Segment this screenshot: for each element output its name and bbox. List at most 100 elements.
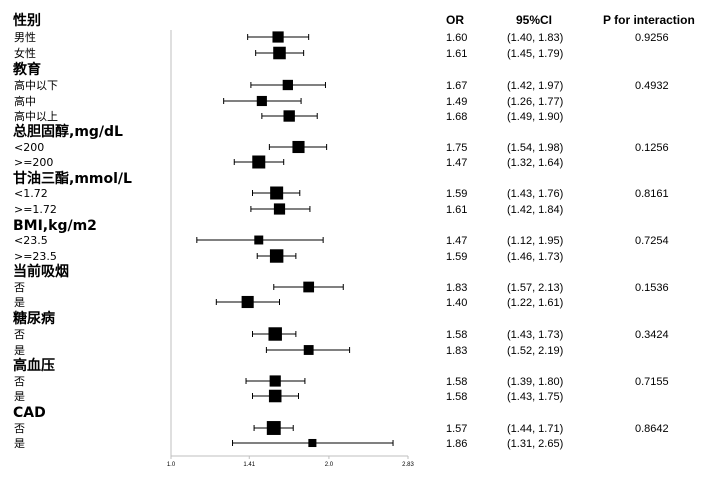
or-point-square (268, 389, 282, 403)
group-label: 总胆固醇,mg/dL (13, 123, 123, 140)
ci-value: (1.42, 1.84) (507, 204, 563, 216)
row-label: 高中以下 (14, 78, 58, 92)
or-point-square (272, 31, 284, 43)
row-label: 男性 (14, 30, 36, 44)
row-label: >=1.72 (14, 203, 57, 216)
p-interaction-value: 0.4932 (635, 80, 669, 92)
or-value: 1.67 (446, 80, 467, 92)
ci-value: (1.43, 1.76) (507, 188, 563, 200)
or-value: 1.57 (446, 423, 467, 435)
group-label: 高血压 (13, 357, 55, 374)
row-label: 是 (14, 296, 25, 309)
or-value: 1.83 (446, 282, 467, 294)
ci-value: (1.44, 1.71) (507, 423, 563, 435)
or-value: 1.47 (446, 235, 467, 247)
p-interaction-column-header: P for interaction (603, 13, 695, 27)
row-label: >=23.5 (14, 250, 57, 263)
x-tick-label: 2.83 (402, 462, 414, 468)
ci-value: (1.54, 1.98) (507, 142, 563, 154)
row-label: <1.72 (14, 187, 48, 200)
or-value: 1.58 (446, 391, 467, 403)
x-tick-label: 2.0 (325, 462, 334, 468)
ci-column-header: 95%CI (516, 13, 553, 27)
p-interaction-value: 0.1256 (635, 142, 669, 154)
or-point-square (268, 327, 282, 341)
or-point-square (266, 421, 281, 435)
or-point-square (303, 345, 314, 355)
ci-value: (1.43, 1.75) (507, 391, 563, 403)
row-label: <23.5 (14, 234, 48, 247)
or-value: 1.58 (446, 329, 467, 341)
x-tick-label: 1.0 (167, 462, 176, 468)
ci-value: (1.46, 1.73) (507, 251, 563, 263)
group-label: BMI,kg/m2 (13, 218, 97, 234)
group-label: 性别 (13, 12, 41, 29)
or-value: 1.86 (446, 438, 467, 450)
or-value: 1.49 (446, 96, 467, 108)
or-point-square (241, 295, 254, 309)
group-label: 甘油三酯,mmol/L (13, 170, 132, 187)
or-column-header: OR (446, 13, 464, 27)
row-label: 否 (14, 375, 25, 388)
ci-value: (1.31, 2.65) (507, 438, 563, 450)
or-value: 1.61 (446, 48, 467, 60)
row-label: 是 (14, 437, 25, 450)
or-point-square (282, 79, 293, 91)
group-label: 教育 (13, 61, 41, 78)
ci-value: (1.49, 1.90) (507, 111, 563, 123)
or-point-square (303, 281, 315, 293)
or-point-square (254, 235, 264, 245)
or-value: 1.47 (446, 157, 467, 169)
or-value: 1.61 (446, 204, 467, 216)
or-point-square (270, 186, 284, 200)
ci-value: (1.42, 1.97) (507, 80, 563, 92)
or-value: 1.75 (446, 142, 467, 154)
ci-value: (1.39, 1.80) (507, 376, 563, 388)
or-point-square (273, 203, 286, 215)
group-label: 糖尿病 (13, 310, 55, 327)
or-point-square (308, 438, 317, 448)
row-label: 是 (14, 390, 25, 403)
row-label: <200 (14, 141, 44, 154)
ci-value: (1.22, 1.61) (507, 297, 563, 309)
p-interaction-value: 0.3424 (635, 329, 669, 341)
or-value: 1.59 (446, 251, 467, 263)
ci-value: (1.43, 1.73) (507, 329, 563, 341)
p-interaction-value: 0.9256 (635, 32, 669, 44)
or-value: 1.58 (446, 376, 467, 388)
ci-value: (1.45, 1.79) (507, 48, 563, 60)
or-point-square (252, 155, 266, 169)
or-point-square (269, 249, 284, 263)
ci-value: (1.32, 1.64) (507, 157, 563, 169)
row-label: 否 (14, 422, 25, 435)
p-interaction-value: 0.1536 (635, 282, 669, 294)
row-label: 女性 (14, 46, 36, 60)
or-value: 1.40 (446, 297, 467, 309)
or-point-square (269, 375, 281, 387)
x-tick-label: 1.41 (243, 462, 255, 468)
or-value: 1.83 (446, 345, 467, 357)
group-label: CAD (13, 405, 46, 421)
row-label: >=200 (14, 156, 53, 169)
p-interaction-value: 0.7254 (635, 235, 669, 247)
ci-value: (1.40, 1.83) (507, 32, 563, 44)
p-interaction-value: 0.8642 (635, 423, 669, 435)
group-label: 当前吸烟 (13, 263, 69, 280)
p-interaction-value: 0.8161 (635, 188, 669, 200)
row-label: 否 (14, 328, 25, 341)
ci-value: (1.12, 1.95) (507, 235, 563, 247)
row-label: 高中 (14, 94, 36, 108)
ci-value: (1.26, 1.77) (507, 96, 563, 108)
row-label: 否 (14, 281, 25, 294)
ci-value: (1.57, 2.13) (507, 282, 563, 294)
or-point-square (292, 140, 305, 154)
or-point-square (273, 46, 286, 60)
row-label: 是 (14, 344, 25, 357)
or-value: 1.68 (446, 111, 467, 123)
or-value: 1.59 (446, 188, 467, 200)
or-point-square (283, 110, 295, 122)
p-interaction-value: 0.7155 (635, 376, 669, 388)
or-point-square (256, 95, 267, 107)
row-label: 高中以上 (14, 109, 58, 123)
